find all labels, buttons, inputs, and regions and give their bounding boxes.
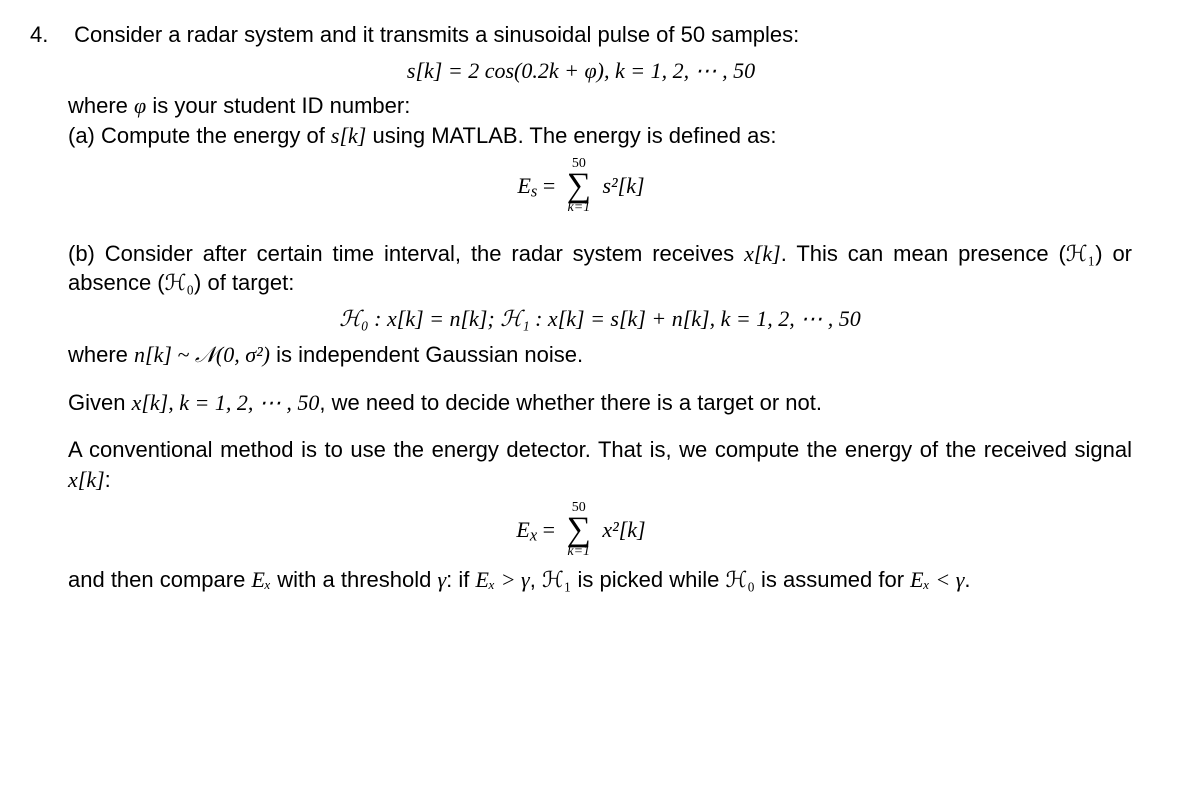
h0-sym-1: ℋ₀ xyxy=(165,270,194,295)
equals-1: = xyxy=(543,173,561,198)
energy-x-equation: Ex = 50 ∑ k=1 x²[k] xyxy=(30,501,1132,559)
ex-lhs: E xyxy=(516,517,529,542)
part-b-label: (b) xyxy=(68,241,105,266)
sum-bot-2: k=1 xyxy=(567,545,591,559)
thr-h1: ℋ₁ xyxy=(542,567,571,592)
thr-d: , xyxy=(530,567,542,592)
sum-symbol-1: ∑ xyxy=(567,169,591,203)
equals-2: = xyxy=(543,517,561,542)
part-b-p1d: ) of target: xyxy=(194,270,294,295)
es-lhs: E xyxy=(517,173,530,198)
part-a-sk: s[k] xyxy=(331,123,366,148)
sum-symbol-2: ∑ xyxy=(567,513,591,547)
noise-suffix: is independent Gaussian noise. xyxy=(270,342,583,367)
sum-block-2: 50 ∑ k=1 xyxy=(567,501,591,559)
phi-line: where φ is your student ID number: xyxy=(68,91,1132,121)
thr-f: is assumed for xyxy=(755,567,910,592)
part-a-prefix: Compute the energy of xyxy=(101,123,331,148)
signal-equation: s[k] = 2 cos(0.2k + φ), k = 1, 2, ⋯ , 50 xyxy=(30,56,1132,86)
thr-gamma-1: γ xyxy=(437,567,446,592)
hypotheses-equation: ℋ₀ : x[k] = n[k]; ℋ₁ : x[k] = s[k] + n[k… xyxy=(68,304,1132,334)
thr-c: : if xyxy=(446,567,475,592)
noise-line: where n[k] ~ 𝒩(0, σ²) is independent Gau… xyxy=(68,340,1132,370)
phi-prefix: where xyxy=(68,93,134,118)
phi-symbol: φ xyxy=(134,93,146,118)
part-a: (a) Compute the energy of s[k] using MAT… xyxy=(68,121,1132,151)
phi-suffix: is your student ID number: xyxy=(146,93,410,118)
part-b-p1: (b) Consider after certain time interval… xyxy=(68,239,1132,298)
part-a-label: (a) xyxy=(68,123,101,148)
es-sub: s xyxy=(531,181,537,200)
ex-rhs: x²[k] xyxy=(602,517,645,542)
thr-ex-1: Eₓ xyxy=(251,567,271,592)
h1-sym-1: ℋ₁ xyxy=(1066,241,1095,266)
noise-nk: n[k] ~ 𝒩(0, σ²) xyxy=(134,342,270,367)
part-b-xk1: x[k] xyxy=(744,241,781,266)
thr-g: . xyxy=(964,567,970,592)
thr-h0: ℋ₀ xyxy=(725,567,754,592)
question-number: 4. xyxy=(30,20,68,50)
es-rhs: s²[k] xyxy=(603,173,645,198)
part-b-p1b: . This can mean presence ( xyxy=(781,241,1066,266)
thr-e: is picked while xyxy=(571,567,725,592)
given-prefix: Given xyxy=(68,390,132,415)
thr-cond2: Eₓ < γ xyxy=(910,567,964,592)
conventional-paragraph: A conventional method is to use the ener… xyxy=(68,435,1132,494)
conv-xk: x[k] xyxy=(68,467,105,492)
intro-text: Consider a radar system and it transmits… xyxy=(74,20,1124,50)
energy-s-equation: Es = 50 ∑ k=1 s²[k] xyxy=(30,157,1132,215)
intro-row: 4. Consider a radar system and it transm… xyxy=(30,20,1132,50)
noise-prefix: where xyxy=(68,342,134,367)
given-suffix: , we need to decide whether there is a t… xyxy=(319,390,822,415)
problem-page: 4. Consider a radar system and it transm… xyxy=(0,0,1182,614)
thr-cond1: Eₓ > γ xyxy=(476,567,530,592)
thr-a: and then compare xyxy=(68,567,251,592)
ex-sub: x xyxy=(530,525,537,544)
sum-bot-1: k=1 xyxy=(567,201,591,215)
conv-p1-end: : xyxy=(105,467,111,492)
conv-p1: A conventional method is to use the ener… xyxy=(68,437,1132,462)
part-b-p1a: Consider after certain time interval, th… xyxy=(105,241,744,266)
given-line: Given x[k], k = 1, 2, ⋯ , 50, we need to… xyxy=(68,388,1132,418)
thr-b: with a threshold xyxy=(271,567,437,592)
sum-block-1: 50 ∑ k=1 xyxy=(567,157,591,215)
part-a-suffix: using MATLAB. The energy is defined as: xyxy=(366,123,776,148)
given-xk: x[k], k = 1, 2, ⋯ , 50 xyxy=(132,390,320,415)
threshold-paragraph: and then compare Eₓ with a threshold γ: … xyxy=(68,565,1132,595)
